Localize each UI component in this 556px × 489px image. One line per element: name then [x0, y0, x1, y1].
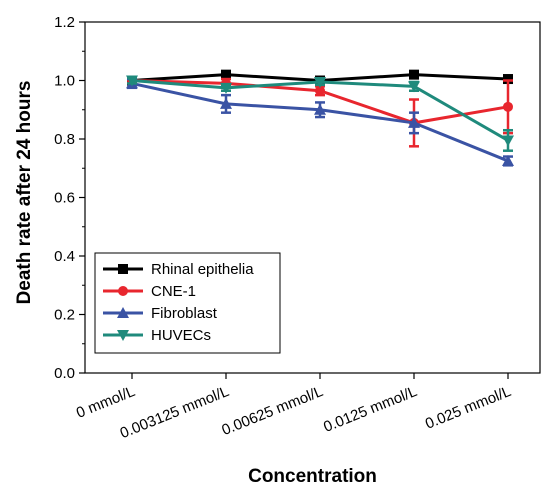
legend-label: Rhinal epithelia	[151, 261, 254, 278]
y-tick-label: 0.8	[54, 131, 75, 148]
triangle-up-marker	[408, 116, 420, 128]
square-marker	[409, 69, 419, 80]
legend-item: HUVECs	[103, 327, 211, 344]
series-fibroblast	[126, 77, 514, 167]
x-tick-label: 0.00625 mmol/L	[219, 383, 325, 439]
y-tick-label: 1.0	[54, 73, 75, 90]
triangle-up-marker	[220, 97, 232, 109]
triangle-down-marker	[502, 135, 514, 147]
series-layer	[126, 69, 514, 167]
x-tick-label: 0.0125 mmol/L	[321, 383, 419, 436]
square-marker	[503, 74, 513, 85]
square-marker	[118, 264, 128, 274]
triangle-up-marker	[502, 154, 514, 166]
legend-item: CNE-1	[103, 283, 196, 300]
y-tick-label: 0.0	[54, 365, 75, 382]
triangle-up-marker	[314, 103, 326, 115]
y-tick-label: 0.4	[54, 248, 75, 265]
y-tick-label: 0.6	[54, 190, 75, 207]
series-huvecs	[126, 75, 514, 152]
triangle-down-marker	[220, 82, 232, 94]
y-axis: 0.0 0.2 0.4 0.6 0.8 1.0 1.2	[54, 14, 85, 382]
x-tick-label: 0.025 mmol/L	[423, 383, 514, 433]
square-marker	[221, 69, 231, 80]
legend-item: Fibroblast	[103, 305, 218, 322]
triangle-down-marker	[126, 75, 138, 87]
legend-label: HUVECs	[151, 327, 211, 344]
legend-item: Rhinal epithelia	[103, 261, 254, 278]
triangle-down-marker	[314, 76, 326, 88]
legend: Rhinal epithelia CNE-1 Fibroblast HUVECs	[94, 252, 281, 354]
y-axis-title: Death rate after 24 hours	[14, 81, 35, 305]
triangle-up-marker	[117, 307, 129, 318]
legend-label: Fibroblast	[151, 305, 218, 322]
circle-marker	[503, 101, 513, 112]
circle-marker	[315, 85, 325, 96]
y-tick-label: 1.2	[54, 14, 75, 31]
circle-marker	[118, 286, 128, 296]
legend-label: CNE-1	[151, 283, 196, 300]
y-tick-label: 0.2	[54, 307, 75, 324]
x-axis-title: Concentration	[248, 466, 377, 487]
x-tick-label: 0.003125 mmol/L	[118, 383, 232, 442]
x-axis: 0 mmol/L0.003125 mmol/L0.00625 mmol/L0.0…	[74, 373, 514, 442]
x-tick-label: 0 mmol/L	[74, 383, 138, 422]
triangle-down-marker	[408, 81, 420, 93]
triangle-down-marker	[117, 330, 129, 341]
